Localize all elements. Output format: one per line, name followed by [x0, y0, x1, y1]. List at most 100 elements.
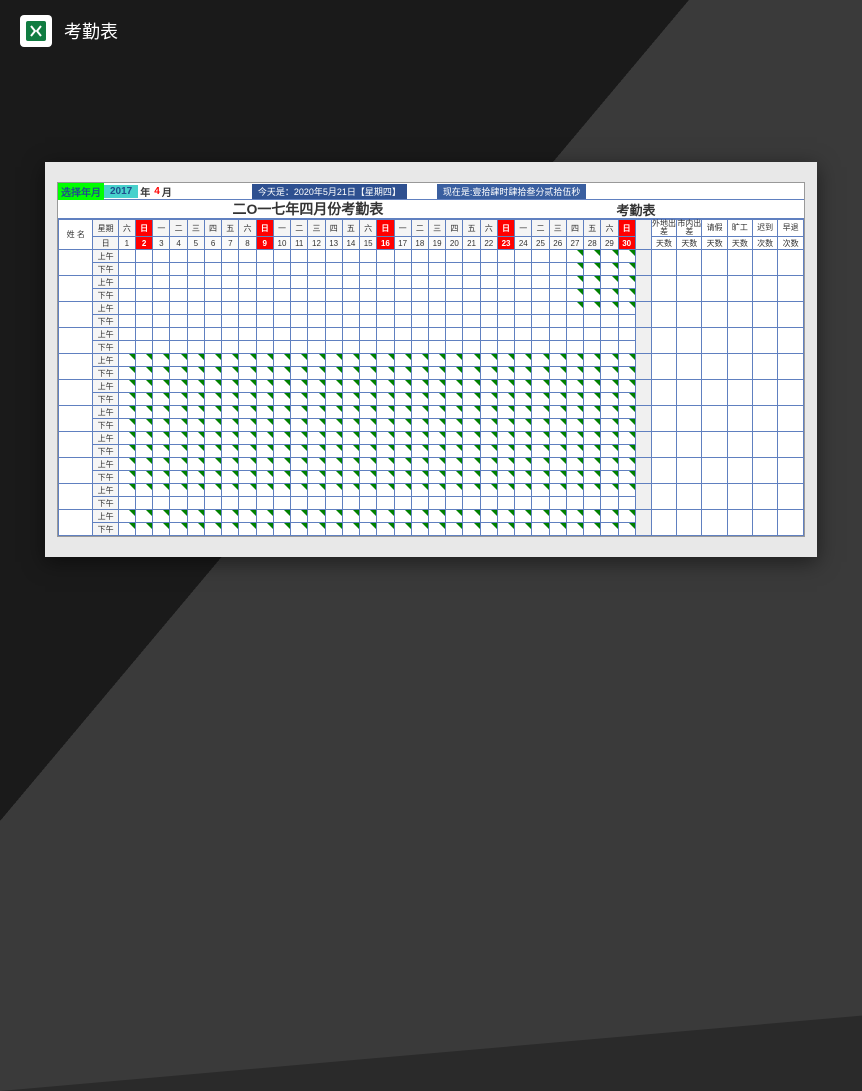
attendance-cell[interactable]	[118, 328, 135, 341]
attendance-cell[interactable]	[480, 341, 497, 354]
attendance-cell[interactable]	[497, 315, 514, 328]
attendance-cell[interactable]	[618, 471, 635, 484]
attendance-cell[interactable]	[515, 510, 532, 523]
attendance-cell[interactable]	[549, 406, 566, 419]
attendance-cell[interactable]	[618, 445, 635, 458]
attendance-cell[interactable]	[239, 302, 256, 315]
summary-cell[interactable]	[727, 302, 752, 328]
attendance-cell[interactable]	[342, 471, 359, 484]
attendance-cell[interactable]	[584, 289, 601, 302]
attendance-cell[interactable]	[566, 328, 583, 341]
attendance-cell[interactable]	[222, 380, 239, 393]
attendance-cell[interactable]	[170, 250, 187, 263]
attendance-cell[interactable]	[584, 263, 601, 276]
attendance-cell[interactable]	[549, 393, 566, 406]
attendance-cell[interactable]	[222, 458, 239, 471]
attendance-cell[interactable]	[136, 432, 153, 445]
attendance-cell[interactable]	[204, 354, 221, 367]
attendance-cell[interactable]	[584, 510, 601, 523]
attendance-cell[interactable]	[549, 497, 566, 510]
attendance-cell[interactable]	[497, 263, 514, 276]
attendance-cell[interactable]	[308, 302, 325, 315]
attendance-cell[interactable]	[222, 250, 239, 263]
summary-cell[interactable]	[651, 484, 676, 510]
attendance-cell[interactable]	[136, 315, 153, 328]
attendance-cell[interactable]	[428, 445, 445, 458]
attendance-cell[interactable]	[411, 263, 428, 276]
attendance-cell[interactable]	[463, 302, 480, 315]
attendance-cell[interactable]	[549, 510, 566, 523]
attendance-cell[interactable]	[411, 419, 428, 432]
attendance-cell[interactable]	[532, 432, 549, 445]
attendance-cell[interactable]	[325, 471, 342, 484]
attendance-cell[interactable]	[428, 341, 445, 354]
attendance-cell[interactable]	[618, 289, 635, 302]
attendance-cell[interactable]	[222, 302, 239, 315]
attendance-cell[interactable]	[377, 289, 394, 302]
attendance-cell[interactable]	[342, 302, 359, 315]
attendance-cell[interactable]	[187, 445, 204, 458]
summary-cell[interactable]	[677, 276, 702, 302]
attendance-cell[interactable]	[342, 419, 359, 432]
attendance-cell[interactable]	[342, 406, 359, 419]
attendance-cell[interactable]	[273, 250, 290, 263]
attendance-cell[interactable]	[532, 276, 549, 289]
attendance-cell[interactable]	[463, 471, 480, 484]
attendance-cell[interactable]	[360, 432, 377, 445]
attendance-cell[interactable]	[187, 328, 204, 341]
attendance-cell[interactable]	[377, 263, 394, 276]
attendance-cell[interactable]	[549, 328, 566, 341]
attendance-cell[interactable]	[463, 289, 480, 302]
attendance-cell[interactable]	[256, 510, 273, 523]
attendance-cell[interactable]	[153, 471, 170, 484]
attendance-cell[interactable]	[411, 250, 428, 263]
attendance-cell[interactable]	[394, 380, 411, 393]
attendance-cell[interactable]	[411, 458, 428, 471]
attendance-cell[interactable]	[325, 367, 342, 380]
attendance-cell[interactable]	[325, 328, 342, 341]
attendance-cell[interactable]	[584, 341, 601, 354]
attendance-cell[interactable]	[549, 471, 566, 484]
attendance-cell[interactable]	[136, 497, 153, 510]
attendance-cell[interactable]	[566, 419, 583, 432]
attendance-cell[interactable]	[532, 445, 549, 458]
attendance-cell[interactable]	[187, 289, 204, 302]
attendance-cell[interactable]	[394, 341, 411, 354]
attendance-cell[interactable]	[222, 471, 239, 484]
attendance-cell[interactable]	[463, 432, 480, 445]
attendance-cell[interactable]	[239, 432, 256, 445]
attendance-cell[interactable]	[601, 432, 618, 445]
attendance-cell[interactable]	[497, 289, 514, 302]
summary-cell[interactable]	[677, 250, 702, 276]
attendance-cell[interactable]	[463, 445, 480, 458]
attendance-cell[interactable]	[222, 484, 239, 497]
attendance-cell[interactable]	[325, 484, 342, 497]
attendance-cell[interactable]	[566, 445, 583, 458]
attendance-cell[interactable]	[584, 328, 601, 341]
attendance-cell[interactable]	[222, 445, 239, 458]
attendance-cell[interactable]	[446, 393, 463, 406]
attendance-cell[interactable]	[584, 432, 601, 445]
attendance-cell[interactable]	[273, 445, 290, 458]
attendance-cell[interactable]	[239, 289, 256, 302]
attendance-cell[interactable]	[394, 302, 411, 315]
attendance-cell[interactable]	[308, 263, 325, 276]
attendance-cell[interactable]	[584, 367, 601, 380]
attendance-cell[interactable]	[584, 471, 601, 484]
summary-cell[interactable]	[727, 510, 752, 536]
attendance-cell[interactable]	[411, 315, 428, 328]
attendance-cell[interactable]	[584, 380, 601, 393]
attendance-cell[interactable]	[566, 523, 583, 536]
attendance-cell[interactable]	[308, 289, 325, 302]
attendance-cell[interactable]	[360, 497, 377, 510]
attendance-cell[interactable]	[273, 328, 290, 341]
attendance-cell[interactable]	[360, 263, 377, 276]
attendance-cell[interactable]	[377, 276, 394, 289]
attendance-cell[interactable]	[428, 406, 445, 419]
attendance-cell[interactable]	[239, 315, 256, 328]
attendance-cell[interactable]	[153, 354, 170, 367]
attendance-cell[interactable]	[308, 393, 325, 406]
attendance-cell[interactable]	[497, 367, 514, 380]
attendance-cell[interactable]	[136, 263, 153, 276]
attendance-cell[interactable]	[394, 419, 411, 432]
